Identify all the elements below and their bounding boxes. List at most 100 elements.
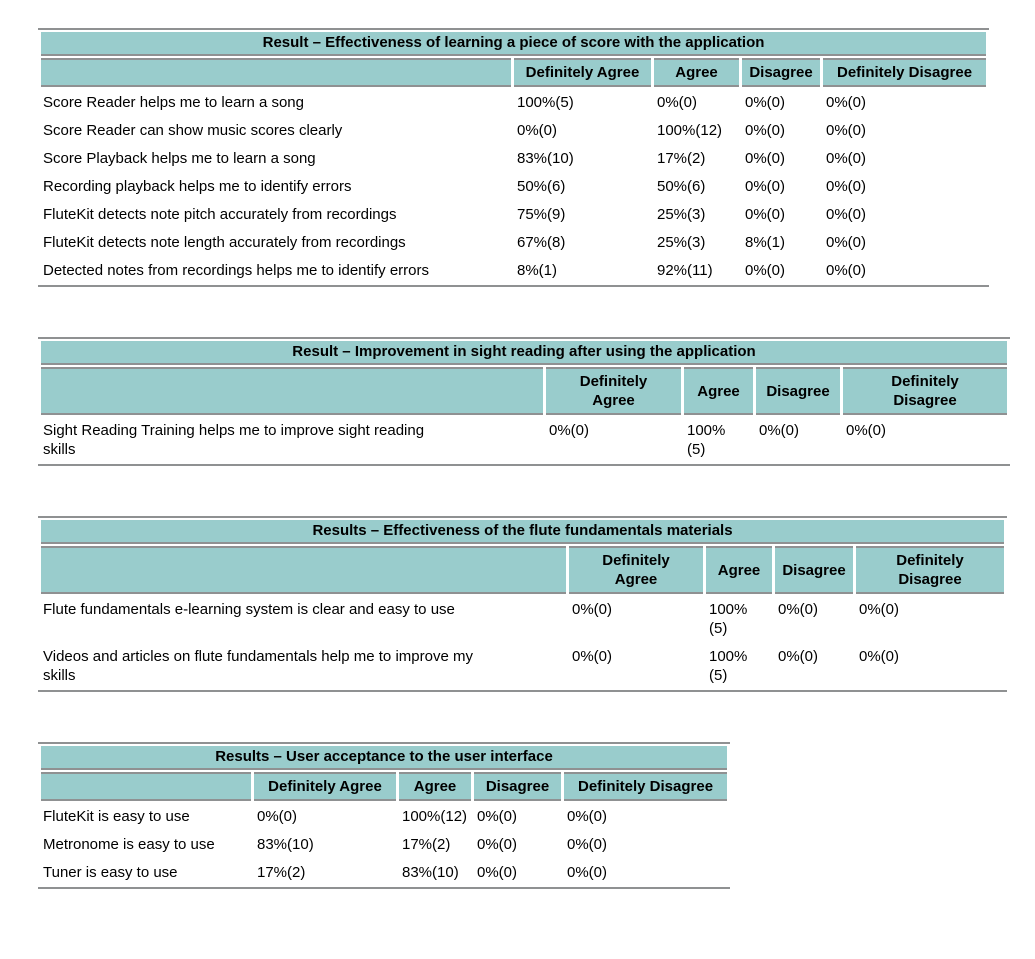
column-header-blank bbox=[41, 546, 566, 594]
column-header-disagree: Disagree bbox=[474, 772, 561, 801]
table-title-row: Results – User acceptance to the user in… bbox=[41, 746, 728, 770]
cell-value: 0%(0) bbox=[826, 206, 867, 223]
row-label: FluteKit is easy to use bbox=[43, 808, 190, 825]
cell-value: 17%(2) bbox=[257, 864, 306, 881]
row-label: Recording playback helps me to identify … bbox=[43, 178, 352, 195]
table-row: Sight Reading Training helps me to impro… bbox=[41, 417, 1007, 462]
column-header-disagree: Disagree bbox=[775, 546, 853, 594]
cell-value: 0%(0) bbox=[549, 422, 590, 439]
table-row: Videos and articles on flute fundamental… bbox=[41, 643, 1004, 688]
row-label: Score Reader can show music scores clear… bbox=[43, 122, 343, 139]
cell-value: 0%(0) bbox=[826, 94, 867, 111]
table-effectiveness-learning-score: Result – Effectiveness of learning a pie… bbox=[38, 28, 990, 287]
column-header-definitely-disagree: Definitely Disagree bbox=[823, 58, 987, 87]
cell-value: 0%(0) bbox=[517, 122, 558, 139]
cell-value: 50%(6) bbox=[517, 178, 566, 195]
cell-value: 100%(12) bbox=[657, 122, 723, 139]
cell-value: 8%(1) bbox=[517, 262, 558, 279]
cell-value: 100% (5) bbox=[687, 422, 726, 458]
table-row: Score Reader can show music scores clear… bbox=[41, 117, 986, 143]
cell-value: 0%(0) bbox=[745, 150, 786, 167]
cell-value: 0%(0) bbox=[477, 864, 518, 881]
table-title-row: Result – Improvement in sight reading af… bbox=[41, 341, 1008, 365]
column-header-blank bbox=[41, 772, 251, 801]
cell-value: 0%(0) bbox=[567, 836, 608, 853]
column-header-disagree: Disagree bbox=[756, 367, 840, 415]
table-header-row: Definitely Agree Agree Disagree Definite… bbox=[41, 58, 987, 87]
cell-value: 0%(0) bbox=[826, 150, 867, 167]
cell-value: 0%(0) bbox=[859, 648, 900, 665]
row-label: Metronome is easy to use bbox=[43, 836, 215, 853]
cell-value: 0%(0) bbox=[745, 206, 786, 223]
cell-value: 0%(0) bbox=[826, 122, 867, 139]
cell-value: 100%(12) bbox=[402, 808, 468, 825]
row-label: FluteKit detects note pitch accurately f… bbox=[43, 206, 397, 223]
table-title-row: Result – Effectiveness of learning a pie… bbox=[41, 32, 987, 56]
cell-value: 0%(0) bbox=[759, 422, 800, 439]
cell-value: 25%(3) bbox=[657, 234, 706, 251]
table-flute-fundamentals-effectiveness: Results – Effectiveness of the flute fun… bbox=[38, 516, 1008, 692]
table-row: Detected notes from recordings helps me … bbox=[41, 257, 986, 283]
cell-value: 50%(6) bbox=[657, 178, 706, 195]
cell-value: 0%(0) bbox=[657, 94, 698, 111]
cell-value: 0%(0) bbox=[745, 178, 786, 195]
row-label: Detected notes from recordings helps me … bbox=[43, 262, 430, 279]
row-label: Score Reader helps me to learn a song bbox=[43, 94, 304, 111]
table-row: Flute fundamentals e-learning system is … bbox=[41, 596, 1004, 641]
cell-value: 17%(2) bbox=[657, 150, 706, 167]
cell-value: 100% (5) bbox=[709, 648, 748, 684]
column-header-blank bbox=[41, 367, 543, 415]
cell-value: 0%(0) bbox=[745, 122, 786, 139]
cell-value: 0%(0) bbox=[778, 648, 819, 665]
table-row: Score Reader helps me to learn a song 10… bbox=[41, 89, 986, 115]
table-title: Results – User acceptance to the user in… bbox=[41, 746, 728, 770]
column-header-agree: Agree bbox=[399, 772, 471, 801]
cell-value: 83%(10) bbox=[257, 836, 314, 853]
table-user-interface-acceptance: Results – User acceptance to the user in… bbox=[38, 742, 731, 889]
table-title: Results – Effectiveness of the flute fun… bbox=[41, 520, 1005, 544]
column-header-definitely-disagree: Definitely Disagree bbox=[564, 772, 728, 801]
cell-value: 0%(0) bbox=[826, 262, 867, 279]
column-header-definitely-agree: Definitely Agree bbox=[254, 772, 396, 801]
cell-value: 0%(0) bbox=[477, 836, 518, 853]
column-header-definitely-agree: Definitely Agree bbox=[569, 546, 703, 594]
column-header-disagree: Disagree bbox=[742, 58, 820, 87]
table-row: FluteKit detects note pitch accurately f… bbox=[41, 201, 986, 227]
table-sight-reading-improvement: Result – Improvement in sight reading af… bbox=[38, 337, 1011, 466]
row-label: FluteKit detects note length accurately … bbox=[43, 234, 406, 251]
column-header-blank bbox=[41, 58, 511, 87]
cell-value: 0%(0) bbox=[257, 808, 298, 825]
cell-value: 83%(10) bbox=[402, 864, 459, 881]
cell-value: 67%(8) bbox=[517, 234, 566, 251]
cell-value: 0%(0) bbox=[567, 808, 608, 825]
column-header-definitely-agree: Definitely Agree bbox=[546, 367, 681, 415]
cell-value: 0%(0) bbox=[572, 648, 613, 665]
cell-value: 0%(0) bbox=[572, 601, 613, 618]
cell-value: 100% (5) bbox=[709, 601, 748, 637]
cell-value: 0%(0) bbox=[745, 262, 786, 279]
cell-value: 100%(5) bbox=[517, 94, 574, 111]
cell-value: 0%(0) bbox=[567, 864, 608, 881]
table-row: FluteKit detects note length accurately … bbox=[41, 229, 986, 255]
table-header-row: Definitely Agree Agree Disagree Definite… bbox=[41, 772, 728, 801]
column-header-agree: Agree bbox=[684, 367, 753, 415]
table-row: Recording playback helps me to identify … bbox=[41, 173, 986, 199]
cell-value: 0%(0) bbox=[745, 94, 786, 111]
cell-value: 25%(3) bbox=[657, 206, 706, 223]
table-row: FluteKit is easy to use 0%(0) 100%(12) 0… bbox=[41, 803, 727, 829]
table-title: Result – Effectiveness of learning a pie… bbox=[41, 32, 987, 56]
cell-value: 0%(0) bbox=[826, 234, 867, 251]
cell-value: 92%(11) bbox=[657, 262, 713, 279]
cell-value: 17%(2) bbox=[402, 836, 451, 853]
row-label: Sight Reading Training helps me to impro… bbox=[43, 422, 425, 458]
row-label: Flute fundamentals e-learning system is … bbox=[43, 601, 455, 618]
table-row: Metronome is easy to use 83%(10) 17%(2) … bbox=[41, 831, 727, 857]
row-label: Videos and articles on flute fundamental… bbox=[43, 648, 473, 684]
table-row: Score Playback helps me to learn a song … bbox=[41, 145, 986, 171]
cell-value: 8%(1) bbox=[745, 234, 786, 251]
cell-value: 75%(9) bbox=[517, 206, 566, 223]
column-header-agree: Agree bbox=[706, 546, 772, 594]
cell-value: 83%(10) bbox=[517, 150, 574, 167]
table-header-row: Definitely Agree Agree Disagree Definite… bbox=[41, 367, 1008, 415]
cell-value: 0%(0) bbox=[859, 601, 900, 618]
